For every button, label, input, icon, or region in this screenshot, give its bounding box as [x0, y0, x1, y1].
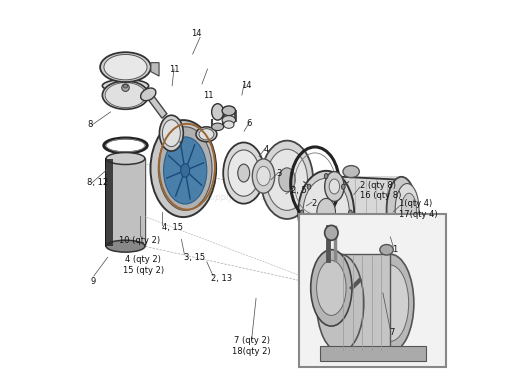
- Ellipse shape: [104, 54, 147, 80]
- Ellipse shape: [402, 193, 416, 226]
- Ellipse shape: [252, 159, 275, 193]
- Ellipse shape: [329, 179, 339, 194]
- Text: 4: 4: [264, 145, 269, 154]
- Text: 3: 3: [277, 169, 282, 178]
- Ellipse shape: [343, 166, 359, 178]
- Ellipse shape: [380, 245, 393, 255]
- Text: 10 (qty 2): 10 (qty 2): [119, 236, 160, 245]
- Ellipse shape: [311, 250, 352, 326]
- Text: 14: 14: [241, 81, 251, 90]
- Ellipse shape: [212, 123, 223, 131]
- Ellipse shape: [162, 120, 180, 147]
- Bar: [106, 159, 145, 246]
- Text: 1: 1: [392, 245, 397, 254]
- Ellipse shape: [106, 153, 145, 164]
- Ellipse shape: [367, 254, 414, 352]
- Polygon shape: [146, 92, 167, 118]
- Ellipse shape: [317, 198, 336, 227]
- Bar: [340, 254, 391, 352]
- Ellipse shape: [163, 137, 207, 204]
- Ellipse shape: [102, 79, 149, 92]
- Text: 8: 8: [87, 120, 93, 129]
- Ellipse shape: [324, 247, 328, 252]
- Ellipse shape: [324, 173, 328, 179]
- Ellipse shape: [325, 172, 344, 201]
- Ellipse shape: [141, 88, 156, 101]
- Ellipse shape: [228, 150, 259, 196]
- Text: 8, 12: 8, 12: [87, 178, 109, 187]
- Ellipse shape: [335, 278, 341, 282]
- Text: 7 (qty 2)
18(qty 2): 7 (qty 2) 18(qty 2): [232, 336, 271, 356]
- Ellipse shape: [395, 184, 419, 236]
- Ellipse shape: [222, 116, 236, 125]
- Text: 2: 2: [311, 199, 317, 208]
- Ellipse shape: [387, 177, 416, 242]
- Bar: [319, 269, 435, 277]
- Bar: [327, 176, 402, 243]
- Ellipse shape: [325, 225, 338, 240]
- Ellipse shape: [341, 184, 345, 189]
- Ellipse shape: [372, 265, 408, 341]
- Ellipse shape: [196, 127, 217, 142]
- Bar: [319, 346, 426, 361]
- Ellipse shape: [300, 210, 304, 215]
- Ellipse shape: [261, 141, 313, 219]
- Ellipse shape: [303, 178, 349, 247]
- Bar: [327, 276, 430, 283]
- Ellipse shape: [181, 164, 190, 177]
- Bar: [299, 214, 446, 367]
- Text: PoolSupplyWorld.com: PoolSupplyWorld.com: [188, 193, 279, 202]
- Ellipse shape: [257, 166, 270, 186]
- Ellipse shape: [307, 236, 311, 241]
- Text: 3, 15: 3, 15: [184, 253, 206, 262]
- Text: 11: 11: [170, 65, 180, 73]
- Ellipse shape: [100, 52, 151, 82]
- Ellipse shape: [222, 106, 236, 116]
- Ellipse shape: [122, 84, 129, 91]
- Ellipse shape: [212, 104, 223, 120]
- Ellipse shape: [151, 120, 216, 217]
- Ellipse shape: [160, 115, 183, 151]
- Ellipse shape: [298, 171, 354, 254]
- Ellipse shape: [317, 260, 346, 316]
- Text: 4, 15: 4, 15: [162, 223, 183, 232]
- Text: 2, 13: 2, 13: [210, 274, 232, 283]
- Text: 9: 9: [90, 277, 95, 286]
- Polygon shape: [151, 63, 159, 76]
- Ellipse shape: [223, 142, 264, 204]
- Text: 7: 7: [389, 328, 395, 337]
- Ellipse shape: [348, 210, 352, 215]
- Ellipse shape: [102, 81, 149, 109]
- Ellipse shape: [158, 127, 212, 210]
- Text: 14: 14: [191, 29, 202, 38]
- Polygon shape: [106, 159, 113, 246]
- Ellipse shape: [123, 84, 128, 88]
- Text: 6: 6: [247, 119, 252, 128]
- Ellipse shape: [317, 254, 364, 352]
- Text: 1(qty 4)
17(qty 4): 1(qty 4) 17(qty 4): [398, 199, 437, 219]
- Ellipse shape: [106, 240, 145, 252]
- Text: 2, 5: 2, 5: [291, 186, 307, 195]
- Text: 11: 11: [203, 91, 213, 100]
- Ellipse shape: [341, 236, 345, 241]
- Ellipse shape: [279, 168, 295, 192]
- Ellipse shape: [238, 164, 250, 182]
- Ellipse shape: [105, 83, 146, 107]
- Ellipse shape: [199, 129, 214, 140]
- Ellipse shape: [223, 121, 234, 128]
- Ellipse shape: [307, 184, 311, 189]
- Text: 2 (qty 8)
16 (qty 8): 2 (qty 8) 16 (qty 8): [360, 181, 401, 200]
- Ellipse shape: [267, 149, 308, 210]
- Ellipse shape: [414, 278, 419, 282]
- Text: 4 (qty 2)
15 (qty 2): 4 (qty 2) 15 (qty 2): [123, 255, 164, 275]
